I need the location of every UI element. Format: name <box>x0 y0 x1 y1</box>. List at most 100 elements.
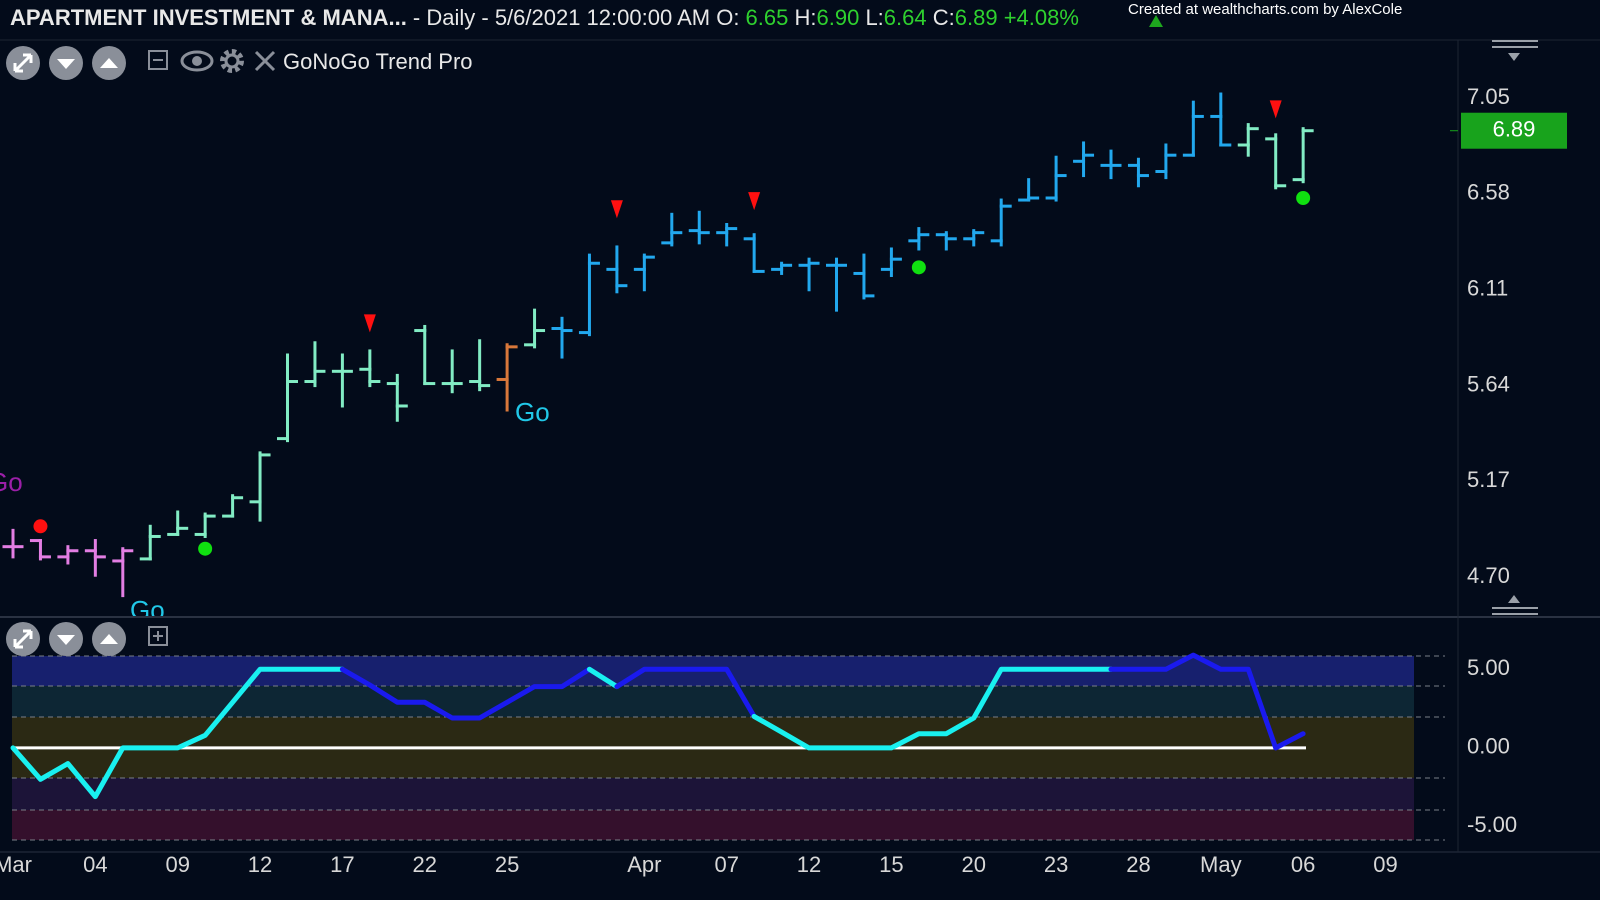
ohlc-bar <box>908 227 930 251</box>
x-tick-label: 20 <box>962 852 986 877</box>
band <box>12 810 1414 840</box>
visibility-button[interactable] <box>180 50 214 72</box>
oscillator-line <box>10 666 345 800</box>
oscillator-line <box>339 666 592 721</box>
ohlc-bar <box>880 247 902 277</box>
up-arrow <box>1149 15 1163 27</box>
ohlc-bar <box>1265 133 1287 190</box>
annotation: Go <box>515 397 550 427</box>
last-price-box <box>1461 112 1567 149</box>
collapse-button[interactable] <box>148 50 168 70</box>
x-tick-label: 09 <box>1373 852 1397 877</box>
icon <box>57 635 75 645</box>
annotation: Go <box>0 467 23 497</box>
y-tick-label: 5.64 <box>1467 371 1510 396</box>
icon <box>100 58 118 68</box>
x-tick-label: 04 <box>83 852 107 877</box>
x-tick-label: 07 <box>714 852 738 877</box>
ohlc-bar <box>249 451 271 522</box>
ohlc-bar <box>1127 157 1149 188</box>
ohlc-bar <box>661 212 683 247</box>
signal-dot <box>911 260 926 275</box>
y-tick-label: 5.00 <box>1467 655 1510 680</box>
ohlc-bar <box>1045 155 1067 202</box>
x-tick-label: 23 <box>1044 852 1068 877</box>
header-part: H: <box>788 5 816 30</box>
signal-dot <box>1296 191 1311 206</box>
ohlc-bar <box>1100 149 1122 180</box>
x-tick-label: 06 <box>1291 852 1315 877</box>
header-part: APARTMENT INVESTMENT & MANA... <box>10 5 407 30</box>
panel-controls[interactable] <box>6 46 276 80</box>
ohlc-bar <box>167 510 189 536</box>
y-tick-label: 5.17 <box>1467 467 1510 492</box>
ohlc-bar <box>1292 127 1314 184</box>
ohlc-bar <box>441 349 463 394</box>
ohlc-bar <box>1155 143 1177 180</box>
scale-menu[interactable] <box>1492 40 1538 615</box>
icon <box>1508 595 1520 603</box>
x-tick-label: 09 <box>165 852 189 877</box>
ohlc-bar <box>194 512 216 538</box>
credit: Created at wealthcharts.com by AlexCole <box>1128 1 1402 18</box>
x-tick-label: 28 <box>1126 852 1150 877</box>
ohlc-bar <box>798 257 820 292</box>
ohlc-bar <box>139 524 161 561</box>
x-tick-label: Apr <box>627 852 661 877</box>
y-tick-label: 6.11 <box>1467 276 1508 301</box>
ohlc-bar <box>222 494 244 518</box>
price-panel: Go Go Go <box>0 92 1314 625</box>
x-tick-label: 22 <box>413 852 437 877</box>
ohlc-bar <box>277 353 298 443</box>
ohlc-bar <box>826 257 847 312</box>
band <box>12 686 1414 717</box>
ohlc-bar <box>112 547 134 598</box>
icon <box>13 629 33 649</box>
ohlc-bar <box>84 539 106 577</box>
header-part: L: <box>859 5 883 30</box>
x-tick-label: Mar <box>0 852 32 877</box>
ohlc-bar <box>1237 123 1259 157</box>
close-button[interactable] <box>254 50 276 72</box>
settings-button[interactable] <box>220 49 244 73</box>
icon <box>100 634 118 644</box>
header-part: C: <box>927 5 955 30</box>
signal-triangle <box>363 314 376 333</box>
panel-controls[interactable] <box>6 622 168 656</box>
x-tick-label: 15 <box>879 852 903 877</box>
ohlc-bar <box>606 245 628 294</box>
ohlc-bar <box>990 198 1012 247</box>
ohlc-bar <box>1182 100 1204 157</box>
header-part: 6.65 <box>746 5 789 30</box>
oscillator-line <box>751 666 1114 751</box>
ohlc-bar <box>524 308 546 349</box>
y-tick-label: 7.05 <box>1467 84 1510 109</box>
x-tick-label: 12 <box>797 852 821 877</box>
ohlc-bar <box>716 223 738 247</box>
header-part: +4.08% <box>998 5 1079 30</box>
header-part: 6.90 <box>817 5 860 30</box>
header-part: - Daily - 5/6/2021 12:00:00 AM O: <box>407 5 746 30</box>
header: APARTMENT INVESTMENT & MANA... - Daily -… <box>10 5 1079 30</box>
oscillator-line <box>614 666 757 719</box>
annotation: Go <box>130 595 165 625</box>
y-tick-label: 4.70 <box>1467 563 1510 588</box>
icon <box>13 53 33 73</box>
y-tick-label: 6.58 <box>1467 180 1510 205</box>
ohlc-bar <box>963 229 985 247</box>
oscillator-panel <box>10 652 1306 800</box>
ohlc-bar <box>935 231 957 251</box>
signal-triangle <box>610 200 623 219</box>
icon <box>1508 53 1520 61</box>
y-tick-label: 0.00 <box>1467 734 1510 759</box>
ohlc-bar <box>29 539 51 561</box>
expand-button[interactable] <box>148 626 168 646</box>
band <box>12 778 1414 810</box>
indicator-label: GoNoGo Trend Pro <box>283 49 473 74</box>
ohlc-bar <box>578 253 600 337</box>
ohlc-bar <box>1018 178 1040 202</box>
signal-dot <box>198 541 213 556</box>
ohlc-bar <box>469 339 491 392</box>
ohlc-bar <box>1210 92 1232 147</box>
